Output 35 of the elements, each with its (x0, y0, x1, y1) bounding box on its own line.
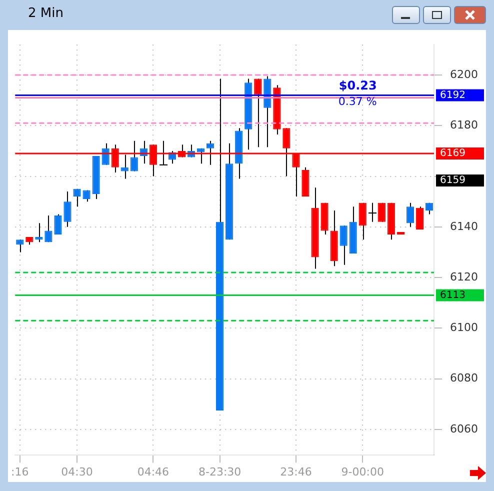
candlestick (358, 202, 366, 240)
candlestick (73, 188, 81, 208)
ref-line-label: 6192 (440, 90, 466, 101)
ref-line-label: 6169 (440, 148, 466, 160)
annotation: $0.23 (338, 78, 377, 92)
x-tick-label: 04:30 (61, 465, 93, 478)
candlestick (35, 222, 43, 243)
x-tick-label: 23:46 (280, 465, 312, 478)
y-tick-label: 6180 (450, 118, 478, 132)
y-tick-label: 6200 (450, 68, 478, 81)
candlestick (16, 239, 24, 253)
candlestick (64, 190, 72, 228)
y-tick-label: 6120 (450, 270, 478, 284)
candlestick (254, 78, 262, 148)
candlestick (340, 225, 348, 266)
annotation: 0.37 % (338, 95, 377, 108)
candlestick (130, 140, 138, 172)
x-tick-label: :16 (11, 465, 29, 478)
candlestick (44, 215, 52, 243)
y-tick-label: 6140 (450, 220, 478, 233)
candlestick (406, 202, 414, 228)
candlestick (206, 140, 214, 166)
candlestick (416, 206, 424, 230)
y-tick-label: 6080 (450, 372, 478, 385)
y-tick-label: 6100 (450, 321, 478, 334)
candlestick (54, 214, 62, 236)
x-tick-label: 9-00:00 (341, 465, 384, 478)
x-tick-label: 04:46 (137, 465, 170, 478)
x-tick-label: 8-23:30 (198, 465, 242, 478)
text: 6159 (440, 175, 466, 186)
y-tick-label: 6060 (450, 422, 478, 436)
chart-title: 2 Min (28, 6, 64, 21)
ref-line-label: 6113 (440, 290, 466, 301)
candlestick (368, 202, 377, 222)
candlestick (159, 140, 168, 166)
